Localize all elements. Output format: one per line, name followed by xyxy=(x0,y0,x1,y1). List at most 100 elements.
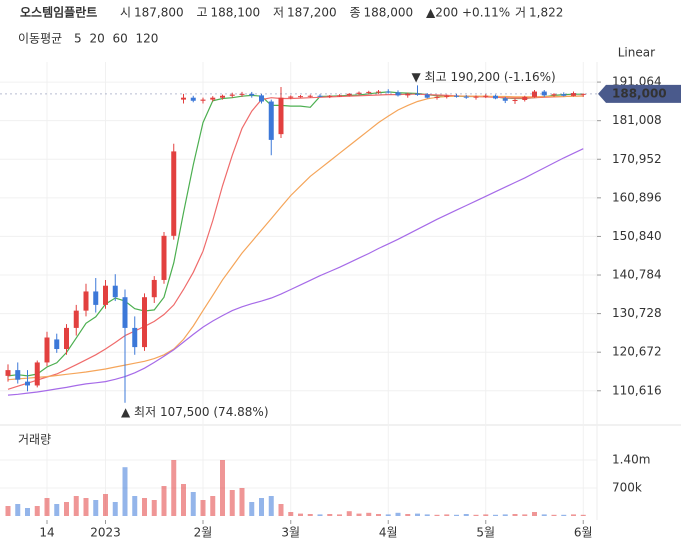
candle-body xyxy=(580,93,586,95)
quote-value: 187,800 xyxy=(134,6,184,20)
volume-bar xyxy=(249,502,255,516)
volume-bar xyxy=(103,494,108,516)
volume-bar xyxy=(356,513,362,516)
x-tick-label: 3월 xyxy=(281,526,300,540)
x-tick-label: 4월 xyxy=(379,526,398,540)
candle-body xyxy=(220,95,225,98)
candle-body xyxy=(142,297,147,348)
candle-body xyxy=(73,310,79,328)
volume-bar xyxy=(444,514,450,516)
candle-body xyxy=(200,99,206,101)
candle-body xyxy=(5,370,11,376)
candle-body xyxy=(571,93,576,96)
volume-bar xyxy=(561,514,567,516)
volume-bar xyxy=(268,496,274,516)
volume-bar xyxy=(541,514,547,516)
volume-bar xyxy=(54,504,60,516)
volume-title: 거래량 xyxy=(18,433,51,447)
candle-body xyxy=(522,96,528,100)
volume-bar xyxy=(483,514,489,516)
candle-body xyxy=(132,327,138,348)
scale-label[interactable]: Linear xyxy=(618,46,655,60)
stock-name: 오스템임플란트 xyxy=(20,5,97,20)
y-tick-label: 130,728 xyxy=(612,306,662,320)
candle-body xyxy=(103,285,108,305)
ma-legend: 20 xyxy=(90,32,105,46)
low-annotation: ▲ 최저 107,500 (74.88%) xyxy=(121,405,269,419)
volume-bar xyxy=(44,498,50,516)
volume-bar xyxy=(220,460,225,516)
candle-body xyxy=(249,93,255,96)
x-tick-label: 6월 xyxy=(574,526,593,540)
candle-body xyxy=(190,97,196,101)
volume-bar xyxy=(307,514,313,516)
volume-bar xyxy=(532,512,537,516)
candle-body xyxy=(64,327,69,350)
candle-body xyxy=(317,95,323,97)
quote-label: 저 xyxy=(273,6,284,20)
volume-bar xyxy=(5,506,11,516)
candle-body xyxy=(239,93,245,95)
candle-body xyxy=(259,95,264,102)
candle-body xyxy=(356,92,362,94)
volume-bar xyxy=(551,514,557,516)
volume-bar xyxy=(571,514,576,516)
candle-body xyxy=(493,95,498,99)
candle-body xyxy=(405,93,411,96)
volume-quote-value: 1,822 xyxy=(529,6,563,20)
volume-bar xyxy=(112,502,118,516)
candle-body xyxy=(112,285,118,298)
volume-bar xyxy=(161,486,167,516)
candle-body xyxy=(366,91,372,93)
volume-bar xyxy=(327,514,333,516)
volume-bar xyxy=(473,514,479,516)
candle-body xyxy=(424,94,430,98)
candle-body xyxy=(502,98,508,101)
candle-body xyxy=(44,337,50,363)
volume-bar xyxy=(210,496,216,516)
volume-bar xyxy=(405,514,411,516)
volume-tick-label: 1.40m xyxy=(612,453,650,467)
volume-bar xyxy=(122,467,128,516)
ma-line xyxy=(7,148,584,396)
candle-body xyxy=(376,91,381,93)
candle-body xyxy=(151,279,157,298)
candle-body xyxy=(454,95,459,97)
volume-bar xyxy=(239,488,245,516)
ma-legend: 5 xyxy=(74,32,82,46)
volume-bar xyxy=(190,492,196,516)
y-tick-label: 150,840 xyxy=(612,229,662,243)
volume-bar xyxy=(229,490,235,516)
volume-bar xyxy=(463,514,469,516)
candle-body xyxy=(346,93,352,96)
volume-bar xyxy=(34,506,40,516)
quote-value: 188,000 xyxy=(364,6,414,20)
ma-legend: 120 xyxy=(136,32,159,46)
candle-body xyxy=(483,95,489,97)
candle-body xyxy=(229,94,235,96)
volume-bar xyxy=(132,496,138,516)
quote-label: 고 xyxy=(197,6,208,20)
volume-bar xyxy=(93,500,99,516)
candle-body xyxy=(337,95,342,97)
volume-bar xyxy=(151,500,157,516)
volume-bar xyxy=(395,512,401,516)
volume-bar xyxy=(580,514,586,516)
y-tick-label: 140,784 xyxy=(612,268,662,282)
volume-bar xyxy=(181,484,186,516)
volume-bar xyxy=(376,514,381,516)
y-tick-label: 160,896 xyxy=(612,190,662,204)
volume-bar xyxy=(278,504,284,516)
candle-body xyxy=(161,235,167,280)
candle-body xyxy=(532,91,537,97)
volume-bar xyxy=(171,460,177,516)
candle-body xyxy=(54,339,60,350)
volume-bar xyxy=(83,498,89,516)
volume-quote-label: 거 xyxy=(515,6,526,20)
quote-label: 시 xyxy=(120,6,131,20)
volume-bar xyxy=(317,514,323,516)
volume-bar xyxy=(15,504,21,516)
candle-body xyxy=(15,370,21,380)
candle-body xyxy=(463,96,469,98)
